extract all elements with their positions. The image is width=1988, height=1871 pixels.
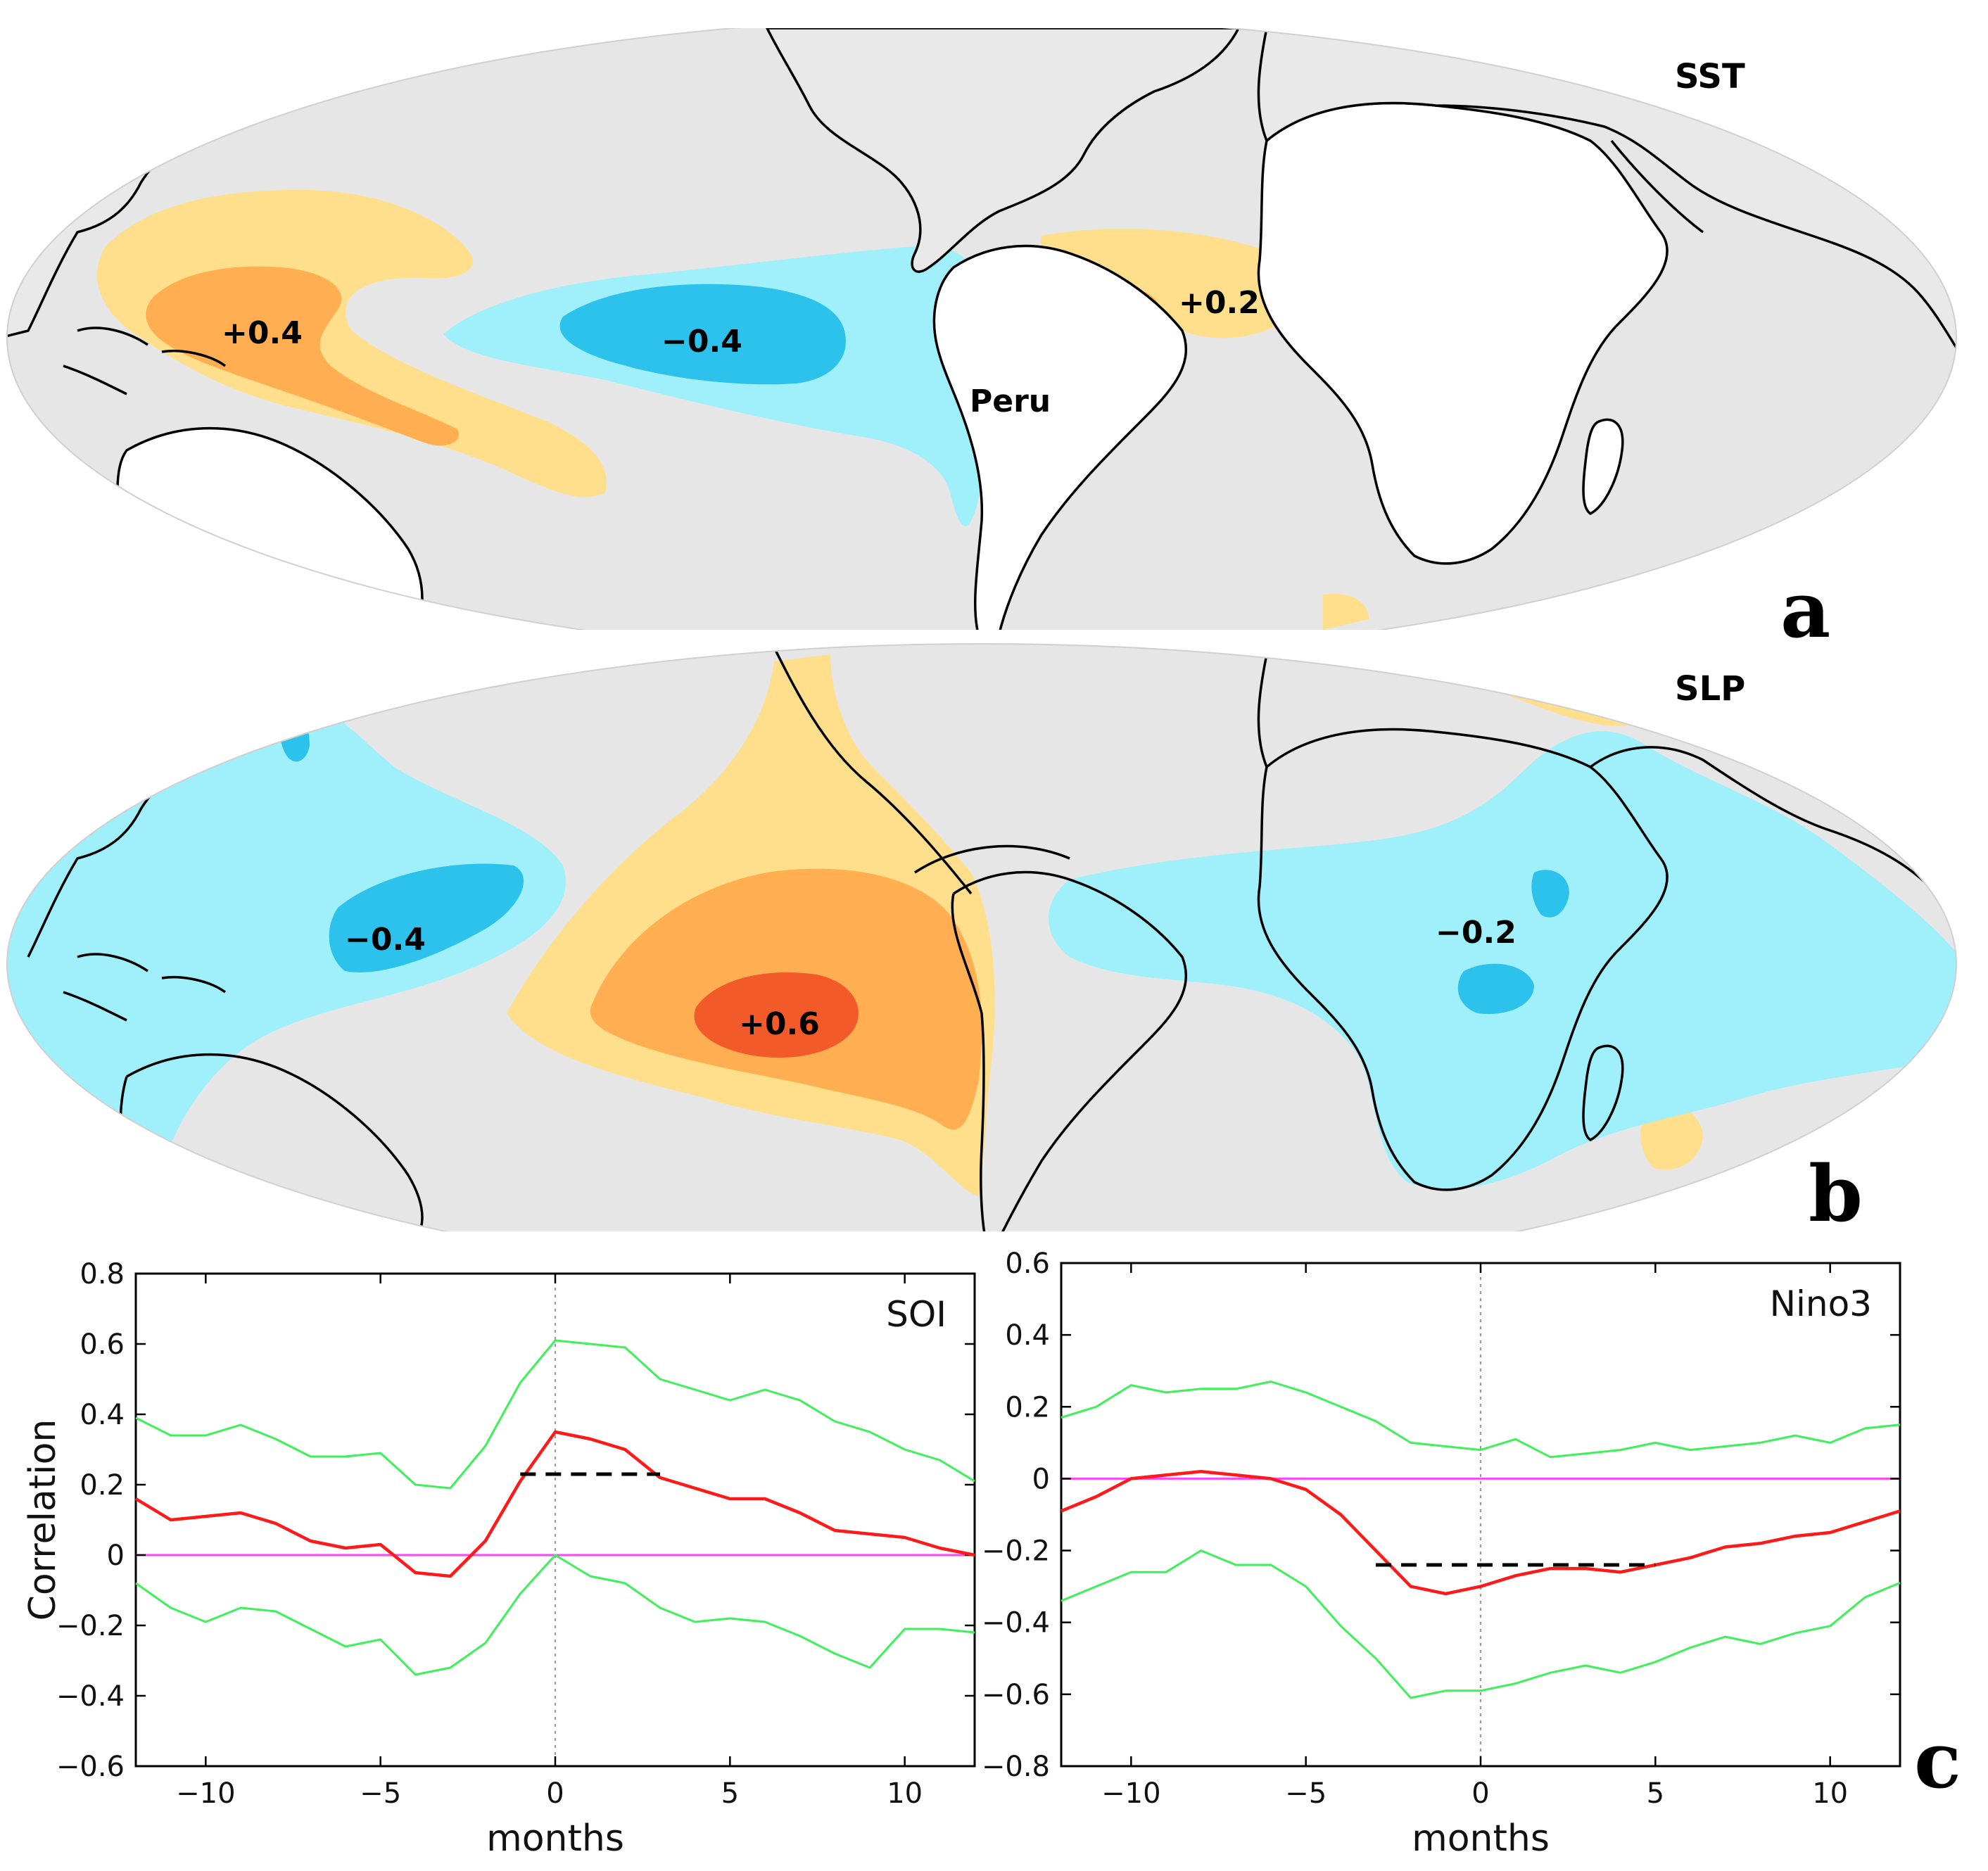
- nino3-xtick-label: 5: [1647, 1777, 1664, 1810]
- slp-cool-east-africa-core: [1531, 870, 1569, 918]
- sst-label-west-pacific: +0.4: [222, 315, 303, 351]
- sst-map-border: [6, 28, 1957, 630]
- nino3-ytick-label: 0: [1032, 1463, 1050, 1495]
- slp-label-africa: −0.2: [1436, 915, 1517, 951]
- soi-ytick-label: 0.2: [80, 1469, 125, 1502]
- nino3-xaxis-label: months: [1412, 1818, 1550, 1860]
- soi-ytick-label: −0.2: [56, 1610, 125, 1642]
- slp-warm-south-africa: [1640, 1105, 1703, 1170]
- sst-land-arabia: [1610, 139, 1704, 234]
- sst-land-madagascar: [1582, 418, 1624, 515]
- sst-land-indonesia: [63, 326, 227, 395]
- nino3-ytick-label: −0.2: [982, 1535, 1050, 1568]
- slp-cool-africa-core: [1457, 963, 1534, 1014]
- sst-label-east-pacific: −0.4: [661, 324, 742, 360]
- panel-letter-c: c: [1914, 1715, 1961, 1806]
- sst-cool-east-pacific-core: [559, 284, 846, 385]
- soi-xaxis-label: months: [486, 1818, 624, 1860]
- nino3-ytick-label: −0.8: [982, 1751, 1050, 1783]
- soi-ytick-label: 0.8: [80, 1258, 125, 1290]
- sst-land-africa: [1257, 101, 1669, 565]
- nino3-chart-title: Nino3: [1770, 1283, 1872, 1324]
- soi-correlation-chart: −0.6 −0.4 −0.2 0 0.2 0.4 0.6 0.8 −10 −5 0 5 10 SOI mon…: [22, 1258, 976, 1860]
- slp-label-west-pacific: −0.4: [345, 922, 426, 958]
- soi-xtick-label: 5: [721, 1777, 739, 1810]
- slp-map-title: SLP: [1675, 669, 1745, 709]
- soi-xtick-label: −5: [360, 1777, 401, 1810]
- slp-land-africa: [1257, 728, 1669, 1191]
- nino3-xtick-label: 10: [1812, 1777, 1848, 1810]
- sst-map-panel: SST +0.4 −0.4 +0.2 Peru: [6, 28, 1957, 630]
- slp-map-panel: SLP −0.4 +0.6 −0.2: [6, 643, 1957, 1231]
- slp-cool-atlantic-indian: [1049, 731, 1956, 1189]
- soi-ytick-label: 0.6: [80, 1328, 125, 1361]
- slp-land-indonesia: [63, 953, 227, 1022]
- nino3-xtick-label: −10: [1101, 1777, 1160, 1810]
- nino3-series-lower-bound: [1061, 1549, 1901, 1699]
- panel-letter-a: a: [1780, 564, 1830, 655]
- nino3-ytick-label: 0.6: [1005, 1248, 1050, 1280]
- nino3-ytick-label: −0.4: [982, 1607, 1050, 1639]
- sst-warm-south-atlantic: [1323, 593, 1369, 630]
- slp-warm-east-pacific-core: [694, 972, 859, 1058]
- nino3-correlation-chart: −0.8 −0.6 −0.4 −0.2 0 0.2 0.4 0.6 −10 −5 0 5 10 Nino3…: [982, 1248, 1901, 1860]
- soi-ytick-label: −0.6: [56, 1751, 125, 1783]
- slp-cool-west-pacific: [7, 685, 566, 1231]
- sst-label-atlantic: +0.2: [1179, 285, 1260, 321]
- nino3-xtick-label: 0: [1471, 1777, 1489, 1810]
- soi-chart-title: SOI: [886, 1294, 946, 1335]
- nino3-plot-frame: [1060, 1262, 1901, 1768]
- soi-ytick-label: −0.4: [56, 1680, 125, 1713]
- nino3-series-correlation: [1061, 1469, 1901, 1596]
- slp-land-south-america: [951, 870, 1187, 1231]
- nino3-series-upper-bound: [1061, 1381, 1901, 1459]
- sst-warm-west-pacific-core: [146, 266, 459, 446]
- slp-cool-west-pacific-core: [329, 863, 524, 972]
- soi-ytick-label: 0: [107, 1540, 125, 1572]
- soi-xtick-label: 0: [546, 1777, 564, 1810]
- sst-label-peru: Peru: [970, 383, 1051, 419]
- soi-xtick-label: −10: [176, 1777, 235, 1810]
- nino3-xtick-label: −5: [1285, 1777, 1327, 1810]
- slp-land-madagascar: [1582, 1044, 1624, 1141]
- slp-map-border: [6, 643, 1957, 1231]
- nino3-ytick-label: 0.4: [1005, 1319, 1050, 1352]
- nino3-ytick-label: 0.2: [1005, 1391, 1050, 1423]
- sst-land-south-america: [932, 244, 1187, 630]
- nino3-ytick-label: −0.6: [982, 1679, 1050, 1711]
- soi-yaxis-label: Correlation: [22, 1419, 64, 1621]
- soi-ytick-label: 0.4: [80, 1399, 125, 1431]
- sst-warm-west-pacific: [97, 189, 607, 497]
- sst-map-title: SST: [1675, 57, 1745, 96]
- slp-label-east-pacific: +0.6: [739, 1006, 820, 1042]
- soi-xtick-label: 10: [887, 1777, 923, 1810]
- slp-land-north-america: [773, 647, 1070, 895]
- panel-letter-b: b: [1809, 1148, 1863, 1239]
- sst-land-north-america: [766, 28, 1240, 273]
